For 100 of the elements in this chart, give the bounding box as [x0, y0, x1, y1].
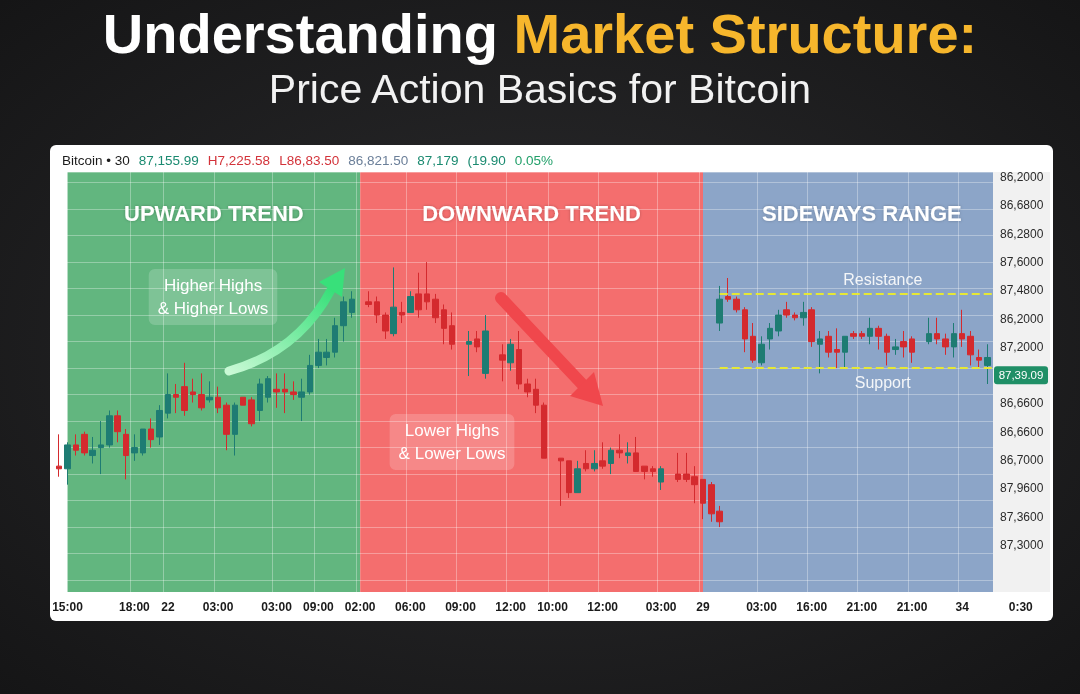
- candlestick: [951, 322, 957, 358]
- x-tick-label: 09:00: [445, 600, 477, 614]
- x-tick-label: 10:00: [537, 600, 569, 614]
- candlestick: [424, 261, 430, 311]
- candlestick: [148, 417, 154, 449]
- candlestick: [198, 372, 205, 411]
- candlestick: [89, 436, 96, 464]
- candlestick: [282, 372, 288, 414]
- candlestick: [533, 378, 539, 414]
- candlestick: [675, 452, 681, 483]
- candlestick: [842, 335, 848, 369]
- chart-title: Understanding Market Structure:: [102, 2, 978, 65]
- candlestick: [574, 460, 581, 494]
- candlestick: [298, 378, 305, 422]
- ref-line-label: Resistance: [843, 271, 923, 289]
- candlestick: [106, 409, 113, 449]
- candlestick: [625, 441, 631, 464]
- candlestick: [340, 296, 347, 343]
- candlestick: [56, 433, 62, 478]
- candlestick: [641, 465, 648, 480]
- candlestick: [733, 296, 740, 313]
- candlestick: [499, 343, 506, 382]
- candlestick: [850, 330, 857, 340]
- annotation: 86,7000: [1000, 453, 1044, 468]
- candlestick: [750, 322, 756, 364]
- candlestick: [390, 266, 397, 337]
- band-label: DOWNWARD TREND: [422, 200, 641, 226]
- candlestick: [273, 372, 280, 409]
- candlestick: [382, 311, 389, 340]
- candlestick: [240, 396, 246, 406]
- annotation: Lower Highs & Lower Lows: [398, 421, 506, 463]
- candlestick: [223, 402, 230, 451]
- annotation: 86,6600: [1000, 396, 1044, 411]
- x-tick-label: 03:00: [746, 600, 778, 614]
- annotation: Higher Highs & Higher Lows: [157, 276, 269, 318]
- candlestick: [449, 311, 455, 351]
- x-tick-label: 34: [955, 600, 970, 614]
- candlestick: [307, 354, 313, 396]
- candlestick: [926, 317, 932, 345]
- x-tick-label: 21:00: [846, 600, 878, 614]
- annotation: 87,2000: [1000, 339, 1044, 354]
- ref-line-label: Support: [854, 373, 912, 391]
- candlestick: [190, 378, 196, 404]
- candlestick: [173, 383, 179, 414]
- candlestick: [599, 441, 606, 470]
- text: 87,3000: [1000, 538, 1044, 552]
- candlestick: [700, 478, 706, 520]
- candlestick: [800, 301, 807, 327]
- candlestick: [867, 317, 873, 345]
- candlestick: [365, 290, 372, 308]
- candlestick: [156, 404, 163, 446]
- candlestick: [825, 330, 832, 358]
- candlestick: [441, 303, 447, 345]
- candlestick: [474, 330, 480, 353]
- candlestick: [374, 296, 380, 324]
- chart-subtitle: Price Action Basics for Bitcoin: [267, 66, 813, 112]
- x-tick-label: 06:00: [395, 600, 427, 614]
- candlestick: [114, 409, 121, 443]
- annotation: 87,9600: [1000, 481, 1044, 496]
- candlestick: [265, 375, 271, 404]
- candlestick: [206, 380, 213, 404]
- candlestick: [767, 322, 773, 351]
- x-tick-label: 0:30: [1008, 600, 1034, 614]
- candlestick: [967, 330, 974, 366]
- candlestick: [558, 457, 564, 507]
- candlestick: [290, 380, 297, 401]
- candlestick: [834, 327, 840, 369]
- candlestick: [415, 272, 422, 319]
- candlestick: [140, 428, 146, 457]
- annotation: 87,4800: [1000, 283, 1044, 298]
- x-tick-label: 29: [696, 600, 710, 614]
- candlestick: [934, 317, 940, 345]
- candlestick: [98, 420, 104, 475]
- candlestick: [131, 433, 138, 462]
- candlestick: [591, 449, 598, 472]
- x-tick-label: 12:00: [495, 600, 527, 614]
- candlestick: [608, 447, 614, 475]
- annotation: 86,6600: [1000, 424, 1044, 439]
- x-tick-label: 15:00: [52, 600, 84, 614]
- candlestick: [566, 460, 572, 499]
- candlestick: [123, 428, 129, 480]
- x-tick-label: 03:00: [261, 600, 293, 614]
- x-tick-label: 12:00: [587, 600, 619, 614]
- text: 86,2000: [1000, 170, 1044, 184]
- x-tick-label: 03:00: [202, 600, 234, 614]
- candlestick: [507, 338, 514, 372]
- candlestick: [658, 465, 664, 491]
- candlestick: [232, 402, 238, 457]
- x-tick-label: 03:00: [645, 600, 677, 614]
- text: 86,2800: [1000, 226, 1044, 241]
- band-label: SIDEWAYS RANGE: [762, 200, 962, 226]
- band-label: UPWARD TREND: [124, 200, 304, 226]
- x-tick-label: 21:00: [896, 600, 928, 614]
- candlestick: [909, 335, 915, 364]
- candlestick: [775, 309, 782, 337]
- candlestick: [859, 330, 865, 340]
- candlestick: [482, 314, 489, 380]
- candlestick: [541, 402, 547, 459]
- candlestick: [215, 386, 221, 414]
- candlestick: [716, 285, 723, 332]
